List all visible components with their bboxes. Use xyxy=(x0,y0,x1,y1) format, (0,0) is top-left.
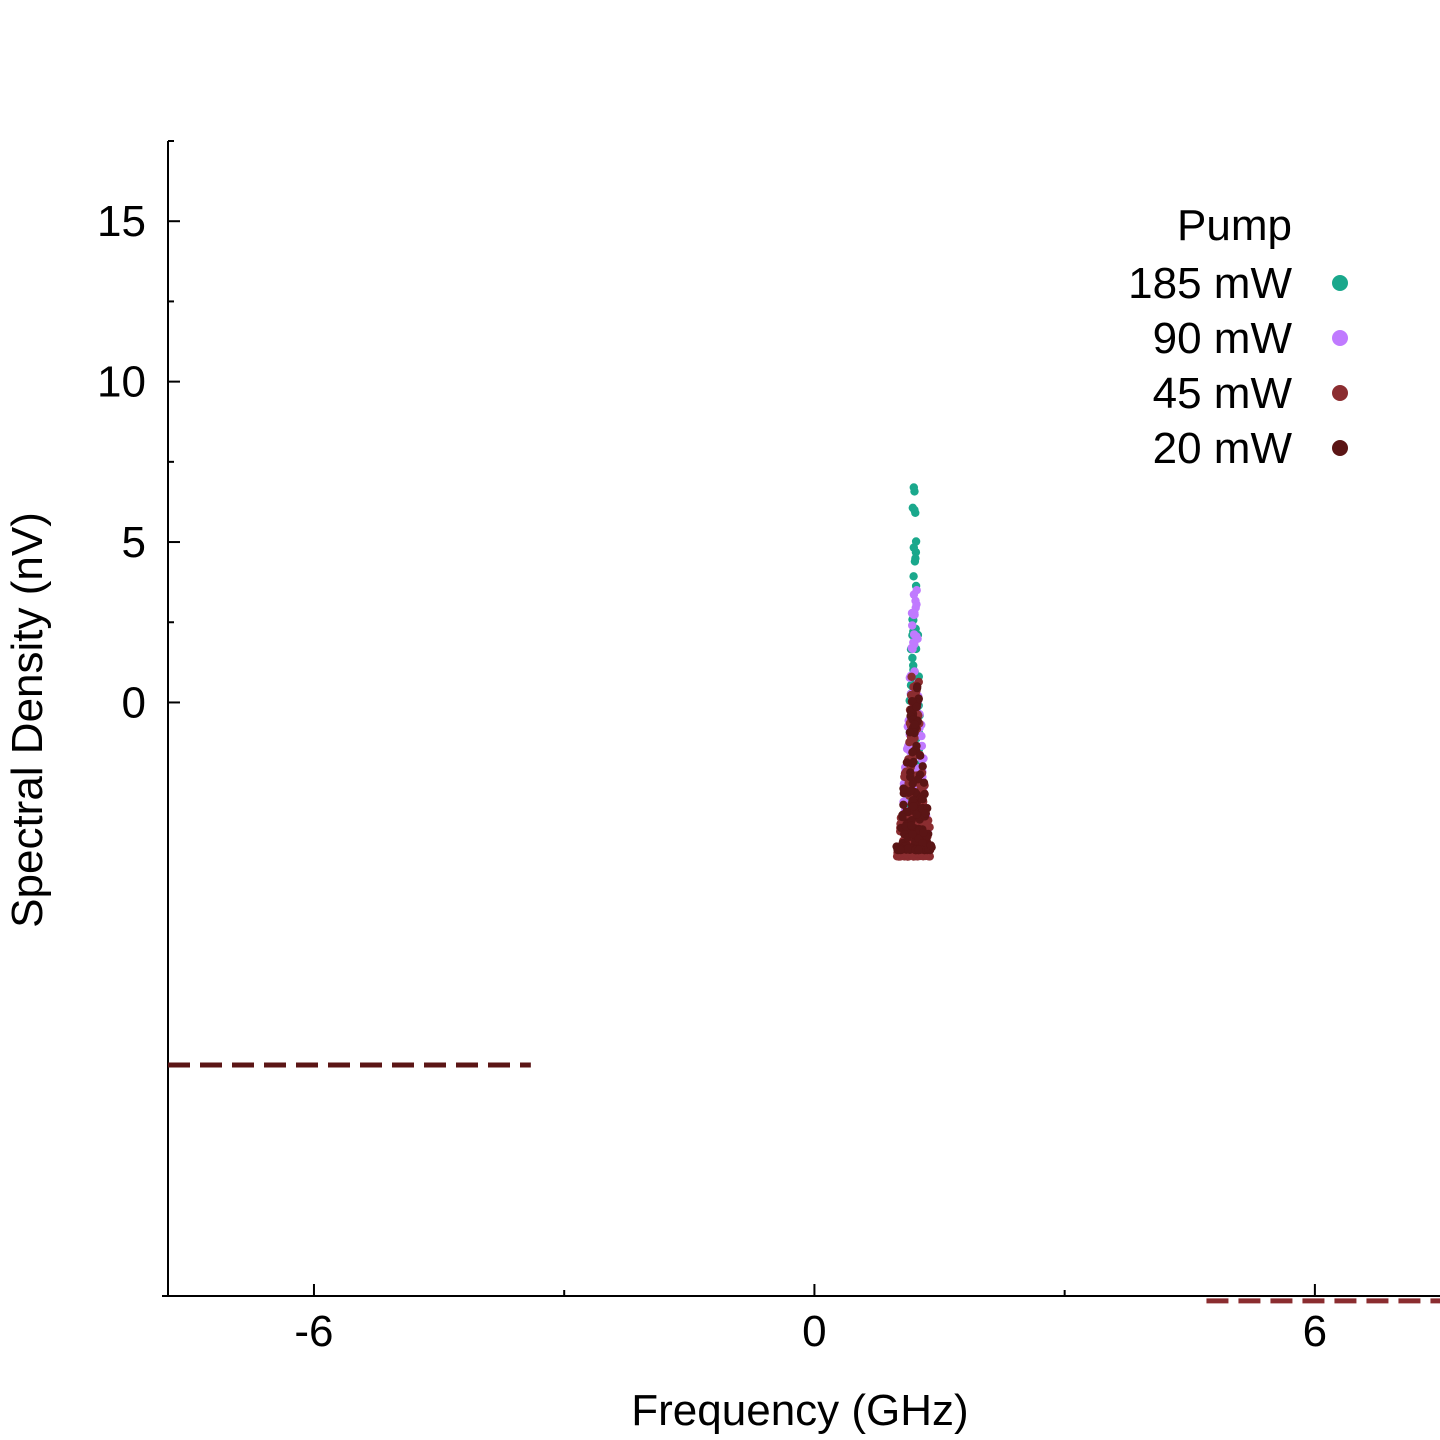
x-tick-label: 6 xyxy=(1303,1307,1327,1356)
data-point xyxy=(907,697,917,706)
data-point xyxy=(909,572,918,581)
data-point xyxy=(907,821,916,830)
legend-entry-label: 20 mW xyxy=(1153,424,1293,473)
legend-entry-label: 90 mW xyxy=(1153,314,1293,363)
data-point xyxy=(908,759,917,768)
data-point xyxy=(912,702,921,712)
data-point xyxy=(926,841,936,850)
legend-marker xyxy=(1332,440,1348,456)
legend-marker xyxy=(1332,385,1348,401)
data-point xyxy=(896,845,905,854)
reference-lines xyxy=(168,1062,1440,1304)
data-point xyxy=(908,503,917,512)
data-point xyxy=(908,653,917,663)
data-point xyxy=(919,828,928,837)
data-point xyxy=(912,683,922,693)
data-point xyxy=(900,772,909,781)
data-point xyxy=(912,810,921,819)
data-point xyxy=(919,778,929,787)
legend-marker xyxy=(1332,330,1348,346)
y-tick-label: 15 xyxy=(97,197,146,246)
axes xyxy=(162,141,1440,1297)
data-point xyxy=(907,672,916,681)
data-point xyxy=(905,728,915,737)
x-tick-label: 0 xyxy=(802,1307,826,1356)
data-point xyxy=(921,809,930,818)
data-point xyxy=(906,786,915,796)
data-point xyxy=(910,720,919,729)
data-point xyxy=(910,487,919,496)
x-tick-label: -6 xyxy=(294,1307,333,1356)
y-tick-label: 10 xyxy=(97,358,146,407)
data-point xyxy=(914,845,923,855)
data-point xyxy=(909,638,918,647)
data-point xyxy=(899,800,908,809)
data-point xyxy=(918,762,927,771)
data-point xyxy=(916,751,925,760)
data-point xyxy=(908,621,917,630)
data-point xyxy=(909,590,919,599)
ticks: 0 5 10 15 -6 0 6 xyxy=(97,140,1327,1356)
legend: Pump 185 mW 90 mW 45 mW 20 mW xyxy=(1128,201,1348,473)
data-point xyxy=(906,772,915,782)
y-tick-label: 5 xyxy=(122,518,146,567)
x-axis-label: Frequency (GHz) xyxy=(631,1386,968,1435)
data-point xyxy=(908,748,917,757)
legend-marker xyxy=(1332,275,1348,291)
data-point xyxy=(911,554,920,563)
series-20-mw xyxy=(892,682,936,855)
data-point xyxy=(911,537,921,546)
legend-title: Pump xyxy=(1177,201,1292,250)
data-points xyxy=(892,483,936,861)
data-point xyxy=(917,731,926,741)
data-point xyxy=(908,779,917,788)
data-point xyxy=(903,844,913,854)
data-point xyxy=(909,802,918,811)
data-point xyxy=(908,796,918,805)
data-point xyxy=(908,830,917,839)
data-point xyxy=(910,610,919,619)
y-axis-label: Spectral Density (nV) xyxy=(3,512,52,928)
legend-entry-label: 185 mW xyxy=(1128,259,1292,308)
y-tick-label: 0 xyxy=(122,678,146,727)
legend-entry-label: 45 mW xyxy=(1153,369,1293,418)
data-point xyxy=(908,644,917,654)
data-point xyxy=(898,812,907,822)
data-point xyxy=(918,795,927,804)
